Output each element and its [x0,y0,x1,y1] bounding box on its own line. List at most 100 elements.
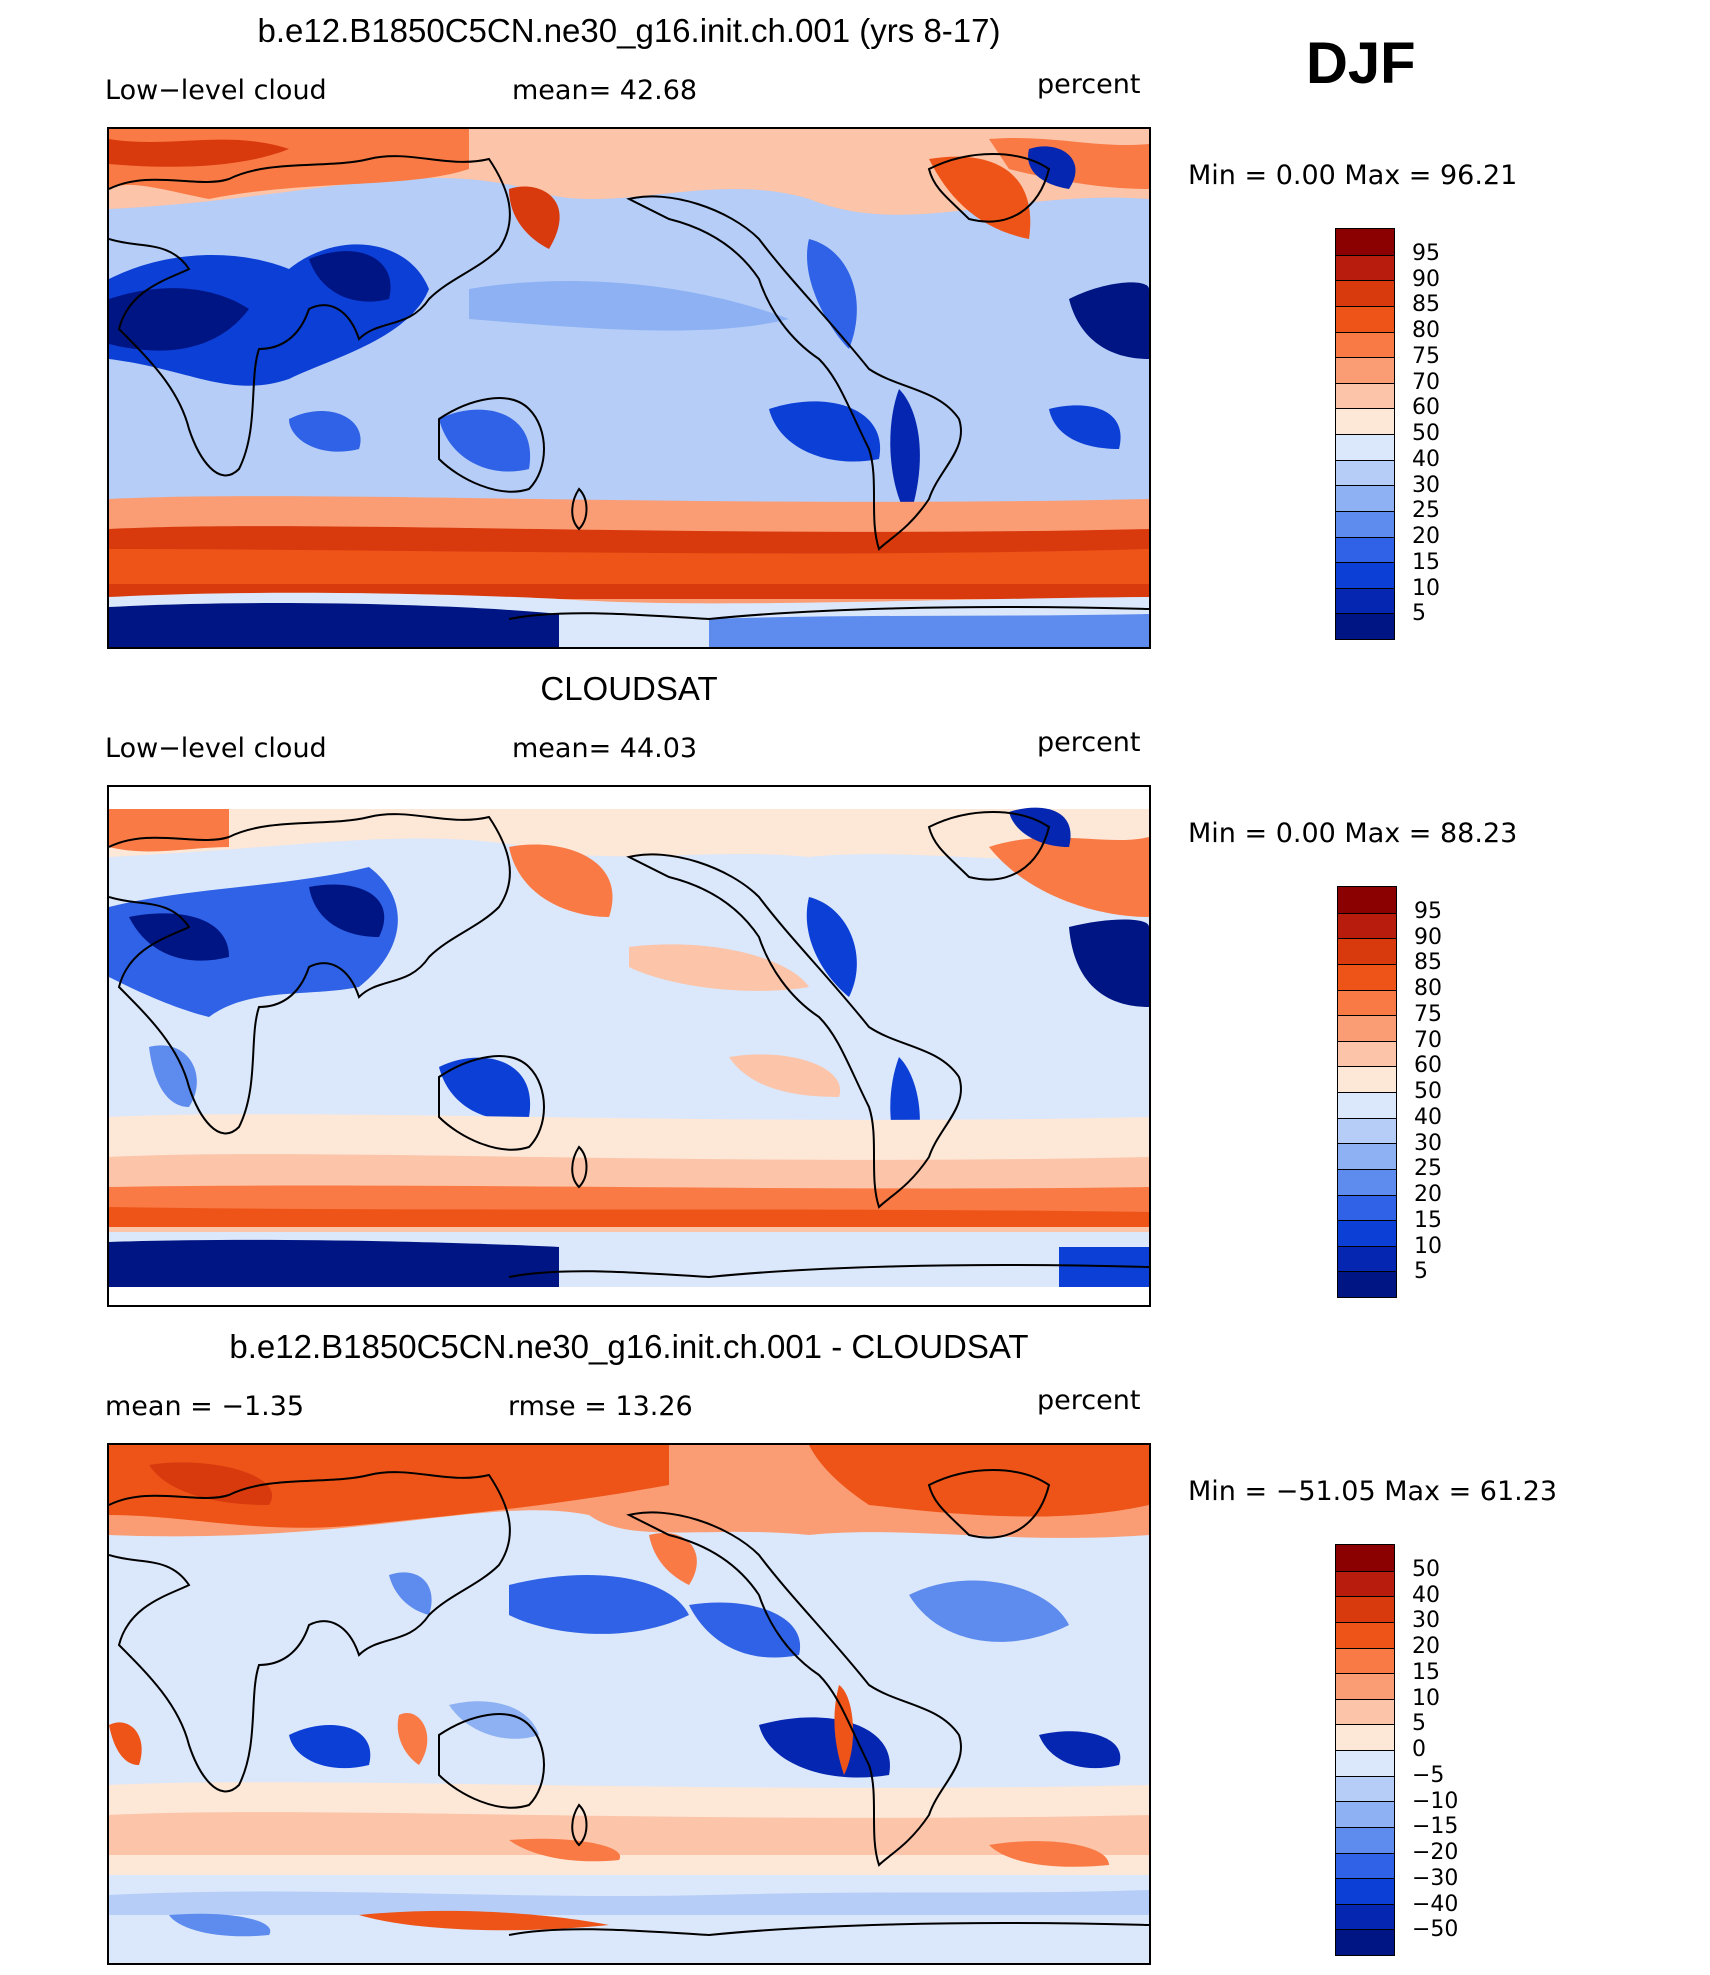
panel-2-mean-label: mean= 44.03 [512,733,698,764]
colorbar-tick-label: 15 [1414,1207,1442,1233]
colorbar-segment [1336,254,1394,281]
colorbar-segment [1336,357,1394,383]
colorbar-tick-label: 25 [1414,1156,1442,1182]
colorbar-segment [1336,1775,1394,1802]
colorbar-tick-label: 25 [1412,498,1440,524]
colorbar-tick-label: 30 [1412,472,1440,498]
colorbar-tick-label: −20 [1412,1840,1459,1865]
colorbar-segment [1338,1220,1396,1246]
colorbar-segment [1336,1724,1394,1750]
panel-3-map [107,1443,1151,1965]
panel-1-field-label: Low−level cloud [105,75,327,106]
colorbar-tick-label: 30 [1412,1608,1440,1634]
colorbar-segment [1338,938,1396,964]
colorbar-segment [1338,912,1396,939]
panel-1-field [109,129,1149,647]
colorbar-segment [1336,1878,1394,1904]
colorbar-segment [1336,459,1394,486]
colorbar-tick-label: 50 [1412,1556,1440,1582]
colorbar-tick-label: 60 [1412,395,1440,421]
colorbar-tick-label: 85 [1414,950,1442,976]
colorbar-tick-label: 70 [1414,1027,1442,1053]
colorbar-segment [1336,587,1394,614]
colorbar-tick-label: −5 [1412,1762,1445,1788]
panel-2-map [107,785,1151,1307]
colorbar-tick-label: 10 [1412,1685,1440,1711]
colorbar-tick-label: 90 [1412,266,1440,292]
colorbar-segment [1336,1647,1394,1674]
colorbar-tick-label: 90 [1414,924,1442,950]
colorbar-segment [1336,229,1394,255]
colorbar-segment [1336,1673,1394,1699]
colorbar-segment [1338,1271,1396,1297]
colorbar-tick-label: 0 [1412,1737,1426,1762]
panel-3-field [109,1445,1149,1963]
colorbar-segment [1336,1570,1394,1597]
colorbar-segment [1338,1143,1396,1169]
colorbar-segment [1338,963,1396,990]
colorbar-segment [1336,510,1394,537]
colorbar-tick-label: 5 [1414,1259,1428,1285]
panel-3-units-label: percent [1037,1385,1141,1416]
colorbar-segment [1336,1929,1394,1955]
colorbar-tick-label: −10 [1412,1788,1459,1814]
colorbar-tick-label: 75 [1414,1001,1442,1027]
colorbar-segment [1336,1750,1394,1776]
panel-2-field-label: Low−level cloud [105,733,327,764]
colorbar-segment [1336,562,1394,588]
panel-1-map [107,127,1151,649]
panel-2-colorbar [1337,886,1397,1298]
colorbar-tick-label: −15 [1412,1814,1459,1840]
panel-3-map-svg [109,1445,1149,1963]
colorbar-segment [1336,434,1394,460]
panel-1-minmax: Min = 0.00 Max = 96.21 [1188,160,1518,191]
colorbar-tick-label: 95 [1412,240,1440,266]
colorbar-tick-label: 10 [1414,1233,1442,1259]
colorbar-tick-label: 80 [1414,976,1442,1001]
colorbar-tick-label: 40 [1412,1582,1440,1608]
panel-1-title: b.e12.B1850C5CN.ne30_g16.init.ch.001 (yr… [257,12,1001,49]
colorbar-tick-label: 30 [1414,1130,1442,1156]
colorbar-tick-label: 50 [1414,1079,1442,1104]
colorbar-segment [1338,1245,1396,1272]
colorbar-segment [1338,1066,1396,1092]
colorbar-tick-label: 95 [1414,898,1442,924]
colorbar-tick-label: −50 [1412,1917,1459,1943]
colorbar-segment [1338,989,1396,1016]
colorbar-tick-label: 85 [1412,292,1440,318]
panel-3-rmse-label: rmse = 13.26 [508,1391,693,1422]
colorbar-segment [1336,1698,1394,1725]
colorbar-segment [1336,382,1394,409]
colorbar-tick-label: 5 [1412,601,1426,627]
panel-3-mean-label: mean = −1.35 [105,1391,305,1422]
colorbar-segment [1338,1117,1396,1144]
colorbar-segment [1336,613,1394,639]
colorbar-tick-label: 60 [1414,1053,1442,1079]
panel-3-colorbar [1335,1544,1395,1956]
colorbar-segment [1336,1801,1394,1827]
colorbar-tick-label: 80 [1412,318,1440,343]
colorbar-segment [1336,1596,1394,1622]
panel-1-colorbar [1335,228,1395,640]
colorbar-segment [1336,1826,1394,1853]
panel-2-coastlines [109,811,1149,1279]
colorbar-tick-label: 15 [1412,1659,1440,1685]
season-label: DJF [1306,31,1416,96]
colorbar-segment [1336,331,1394,358]
colorbar-segment [1336,305,1394,332]
panel-1-units-label: percent [1037,69,1141,100]
panel-2-title: CLOUDSAT [540,670,718,707]
colorbar-segment [1338,1015,1396,1041]
colorbar-tick-label: 70 [1412,369,1440,395]
colorbar-segment [1336,1621,1394,1648]
colorbar-segment [1338,887,1396,913]
panel-1-map-svg [109,129,1149,647]
colorbar-segment [1338,1194,1396,1221]
colorbar-tick-label: 40 [1414,1104,1442,1130]
panel-1-coastlines [109,153,1149,621]
panel-3-coastlines [109,1469,1149,1937]
colorbar-tick-label: 20 [1412,1634,1440,1659]
colorbar-segment [1336,1903,1394,1930]
colorbar-segment [1336,280,1394,306]
colorbar-segment [1336,408,1394,434]
